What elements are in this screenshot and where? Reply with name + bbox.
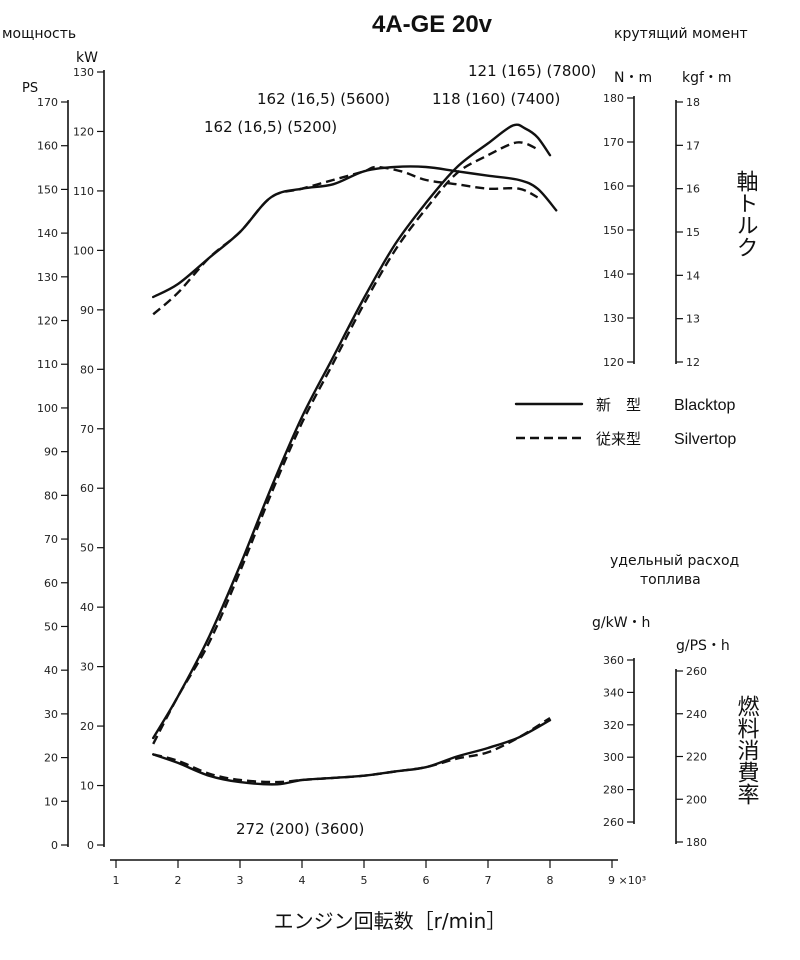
fuel_gps-tick-label: 200 [686,793,707,806]
ps-tick-label: 150 [37,183,58,196]
torque_nm-tick-label: 130 [603,312,624,325]
x-tick-label: 9 ×10³ [608,874,646,887]
fuel-gkw-unit-label: g/kW・h [592,615,650,631]
annotation-silvertop-torque-peak: 118 (160) (7400) [432,90,560,108]
kw-tick-label: 70 [80,423,94,436]
torque_kgf-tick-label: 13 [686,313,700,326]
fuel_gkw-tick-label: 280 [603,784,624,797]
annotation-blacktop-power-peak: 162 (16,5) (5600) [257,90,390,108]
torque_kgf-tick-label: 12 [686,356,700,369]
x-tick-label: 2 [175,874,182,887]
ps-unit-label: PS [22,81,38,96]
kw-tick-label: 130 [73,66,94,79]
torque-kgf-unit-label: kgf・m [682,70,732,86]
kw-tick-label: 10 [80,780,94,793]
ps-tick-label: 140 [37,227,58,240]
ps-tick-label: 10 [44,795,58,808]
x-tick-label: 3 [237,874,244,887]
ps-tick-label: 40 [44,664,58,677]
kw-tick-label: 40 [80,601,94,614]
fuel_gkw-tick-label: 300 [603,751,624,764]
ps-tick-label: 130 [37,271,58,284]
ps-tick-label: 70 [44,533,58,546]
ps-tick-label: 170 [37,96,58,109]
series-layer [152,123,558,786]
x-axis-title: エンジン回転数［r/min］ [274,909,507,933]
torque_nm-tick-label: 120 [603,356,624,369]
legend-name-blacktop: Blacktop [674,397,735,414]
fuel_gkw-tick-label: 360 [603,654,624,667]
x-tick-label: 8 [547,874,554,887]
torque_kgf-tick-label: 17 [686,139,700,152]
annotation-torque-peak: 121 (165) (7800) [468,62,596,80]
series-blacktop-torque-kgfm [152,165,558,299]
fuel_gps-tick-label: 240 [686,708,707,721]
kw-unit-label: kW [76,50,98,66]
ps-tick-label: 90 [44,446,58,459]
power-axis-ru-label: мощность [2,26,76,42]
kw-tick-label: 110 [73,185,94,198]
torque_kgf-tick-label: 18 [686,96,700,109]
chart-title: 4A-GE 20v [372,11,493,38]
ps-tick-label: 80 [44,489,58,502]
fuel-gps-unit-label: g/PS・h [676,638,730,654]
ps-tick-label: 50 [44,620,58,633]
ps-tick-label: 120 [37,315,58,328]
series-silvertop-torque-kgfm [152,165,539,316]
fuel_gps-tick-label: 180 [686,836,707,849]
fuel-jp-label: 燃料消費率 [734,695,760,805]
kw-tick-label: 60 [80,482,94,495]
annotation-silvertop-power-peak: 162 (16,5) (5200) [204,118,337,136]
legend-jp-blacktop: 新 型 [596,396,641,414]
torque_nm-tick-label: 150 [603,224,624,237]
legend-name-silvertop: Silvertop [674,431,736,448]
series-silvertop-fuel-gPSh [152,716,551,784]
kw-tick-label: 100 [73,244,94,257]
kw-tick-label: 30 [80,661,94,674]
kw-tick-label: 20 [80,720,94,733]
x-tick-label: 4 [299,874,306,887]
kw-tick-label: 0 [87,839,94,852]
kw-tick-label: 80 [80,363,94,376]
fuel-axis-ru-label-1: удельный расход [610,553,739,569]
annotation-fuel-minimum: 272 (200) (3600) [236,820,364,838]
ps-tick-label: 30 [44,708,58,721]
legend-jp-silvertop: 従来型 [596,430,641,448]
ps-tick-label: 20 [44,752,58,765]
kw-tick-label: 50 [80,542,94,555]
ps-tick-label: 60 [44,577,58,590]
ps-tick-label: 110 [37,358,58,371]
axes-layer: 0102030405060708090100110120130140150160… [37,66,707,887]
series-silvertop-power-kW [152,141,539,745]
torque-jp-label: 軸トルク [733,170,759,258]
fuel_gps-tick-label: 220 [686,751,707,764]
torque-nm-unit-label: N・m [614,70,652,86]
torque_nm-tick-label: 140 [603,268,624,281]
x-tick-label: 1 [113,874,120,887]
torque_nm-tick-label: 180 [603,92,624,105]
torque_kgf-tick-label: 14 [686,269,700,282]
fuel_gkw-tick-label: 260 [603,816,624,829]
x-tick-label: 7 [485,874,492,887]
x-tick-label: 6 [423,874,430,887]
torque_kgf-tick-label: 16 [686,183,700,196]
torque-axis-ru-label: крутящий момент [614,26,748,42]
ps-tick-label: 0 [51,839,58,852]
kw-tick-label: 120 [73,125,94,138]
series-blacktop-power-kW [152,123,552,740]
fuel_gkw-tick-label: 320 [603,719,624,732]
fuel_gkw-tick-label: 340 [603,686,624,699]
ps-tick-label: 160 [37,140,58,153]
torque_nm-tick-label: 160 [603,180,624,193]
kw-tick-label: 90 [80,304,94,317]
ps-tick-label: 100 [37,402,58,415]
x-tick-label: 5 [361,874,368,887]
torque_kgf-tick-label: 15 [686,226,700,239]
fuel-axis-ru-label-2: топлива [640,572,701,588]
fuel_gps-tick-label: 260 [686,665,707,678]
torque_nm-tick-label: 170 [603,136,624,149]
